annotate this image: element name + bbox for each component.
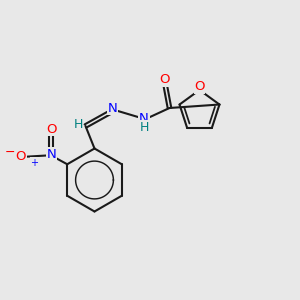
Text: +: +: [30, 158, 38, 168]
Text: −: −: [5, 146, 16, 159]
Text: O: O: [160, 73, 170, 86]
Text: O: O: [46, 123, 57, 136]
Text: N: N: [46, 148, 56, 161]
Text: N: N: [139, 112, 149, 125]
Text: H: H: [73, 118, 83, 131]
Text: O: O: [194, 80, 205, 93]
Text: N: N: [108, 101, 117, 115]
Text: O: O: [16, 150, 26, 163]
Text: H: H: [139, 121, 149, 134]
